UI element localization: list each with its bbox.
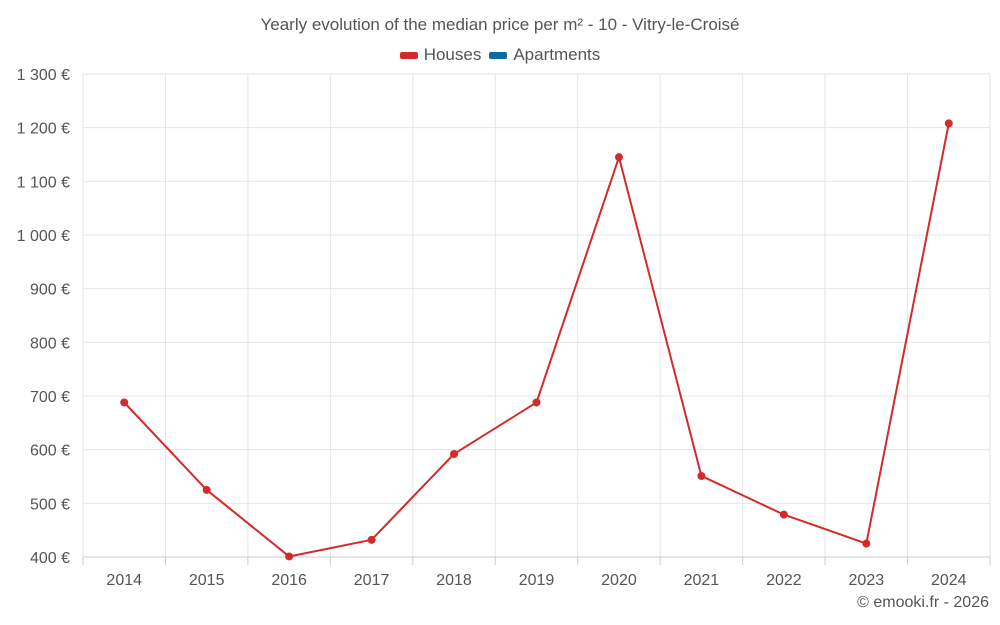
chart-title: Yearly evolution of the median price per… <box>260 15 740 34</box>
data-point <box>944 119 953 128</box>
series <box>120 119 953 561</box>
axes: 400 € 500 € 600 € 700 € 800 € 900 € 1 000 € 1 1… <box>17 67 991 589</box>
grid <box>82 73 991 557</box>
x-tick-label: 2018 <box>436 572 472 589</box>
x-tick-label: 2021 <box>684 572 720 589</box>
y-tick-label: 900 € <box>30 282 70 299</box>
data-point <box>285 552 294 561</box>
x-tick-label: 2014 <box>106 572 142 589</box>
data-point <box>202 485 211 494</box>
x-tick-label: 2016 <box>271 572 307 589</box>
data-point <box>532 398 541 407</box>
y-tick-label: 500 € <box>30 496 70 513</box>
data-point <box>779 510 788 519</box>
y-tick-label: 1 100 € <box>17 174 70 191</box>
legend-item-houses[interactable]: Houses <box>399 45 482 65</box>
data-point <box>450 449 459 458</box>
legend-label-houses: Houses <box>423 45 482 64</box>
x-tick-label: 2023 <box>849 572 885 589</box>
x-tick-label: 2019 <box>519 572 555 589</box>
data-point <box>367 535 376 544</box>
data-point <box>862 539 871 548</box>
x-tick-label: 2020 <box>601 572 637 589</box>
y-tick-label: 600 € <box>30 443 70 460</box>
y-tick-label: 1 200 € <box>17 121 70 138</box>
credit-text: © emooki.fr - 2026 <box>857 594 989 611</box>
y-tick-label: 800 € <box>30 335 70 352</box>
y-tick-label: 700 € <box>30 389 70 406</box>
y-tick-label: 1 300 € <box>17 67 70 84</box>
x-tick-label: 2024 <box>931 572 967 589</box>
y-tick-label: 400 € <box>30 550 70 567</box>
data-point <box>697 471 706 480</box>
y-tick-label: 1 000 € <box>17 228 70 245</box>
x-tick-label: 2022 <box>766 572 802 589</box>
legend-swatch-apartments <box>489 51 508 59</box>
x-tick-label: 2017 <box>354 572 390 589</box>
legend: Houses Apartments <box>0 45 1000 65</box>
data-point <box>614 153 623 162</box>
legend-label-apartments: Apartments <box>513 45 601 64</box>
x-tick-label: 2015 <box>189 572 225 589</box>
legend-item-apartments[interactable]: Apartments <box>489 45 600 65</box>
data-point <box>120 398 129 407</box>
legend-swatch-houses <box>399 51 418 59</box>
